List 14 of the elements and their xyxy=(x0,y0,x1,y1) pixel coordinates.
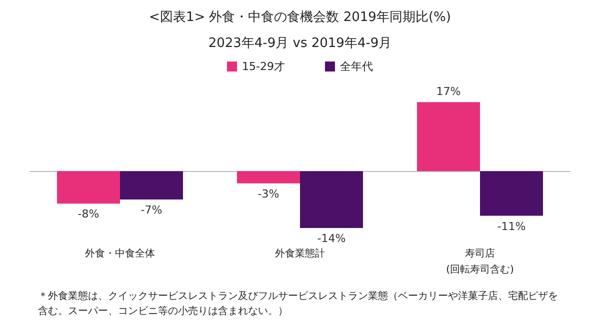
x-tick-label: 寿司店 (回転寿司含む) xyxy=(446,248,514,276)
data-label: 17% xyxy=(436,85,461,98)
chart-subtitle: 2023年4-9月 vs 2019年4-9月 xyxy=(208,36,392,51)
data-label: -14% xyxy=(317,232,346,245)
x-tick-label: 外食業態計 xyxy=(275,248,325,260)
legend-label: 15-29才 xyxy=(242,60,285,73)
data-label: -11% xyxy=(497,220,526,233)
text: ＊外食業態は、クイックサービスレストラン及びフルサービスレストラン業態（ベーカリーや洋菓子店、宅配ピザを含む。スーパー、コンビニ等の小売りは含まれない。） xyxy=(38,290,558,317)
chart-title: <図表1> 外食・中食の食機会数 2019年同期比(%) xyxy=(149,10,451,25)
legend-label: 全年代 xyxy=(340,60,373,73)
data-label: -8% xyxy=(78,208,100,221)
data-label: -3% xyxy=(258,187,280,200)
data-label: -7% xyxy=(140,204,162,217)
x-tick-label: 外食・中食全体 xyxy=(85,248,155,260)
